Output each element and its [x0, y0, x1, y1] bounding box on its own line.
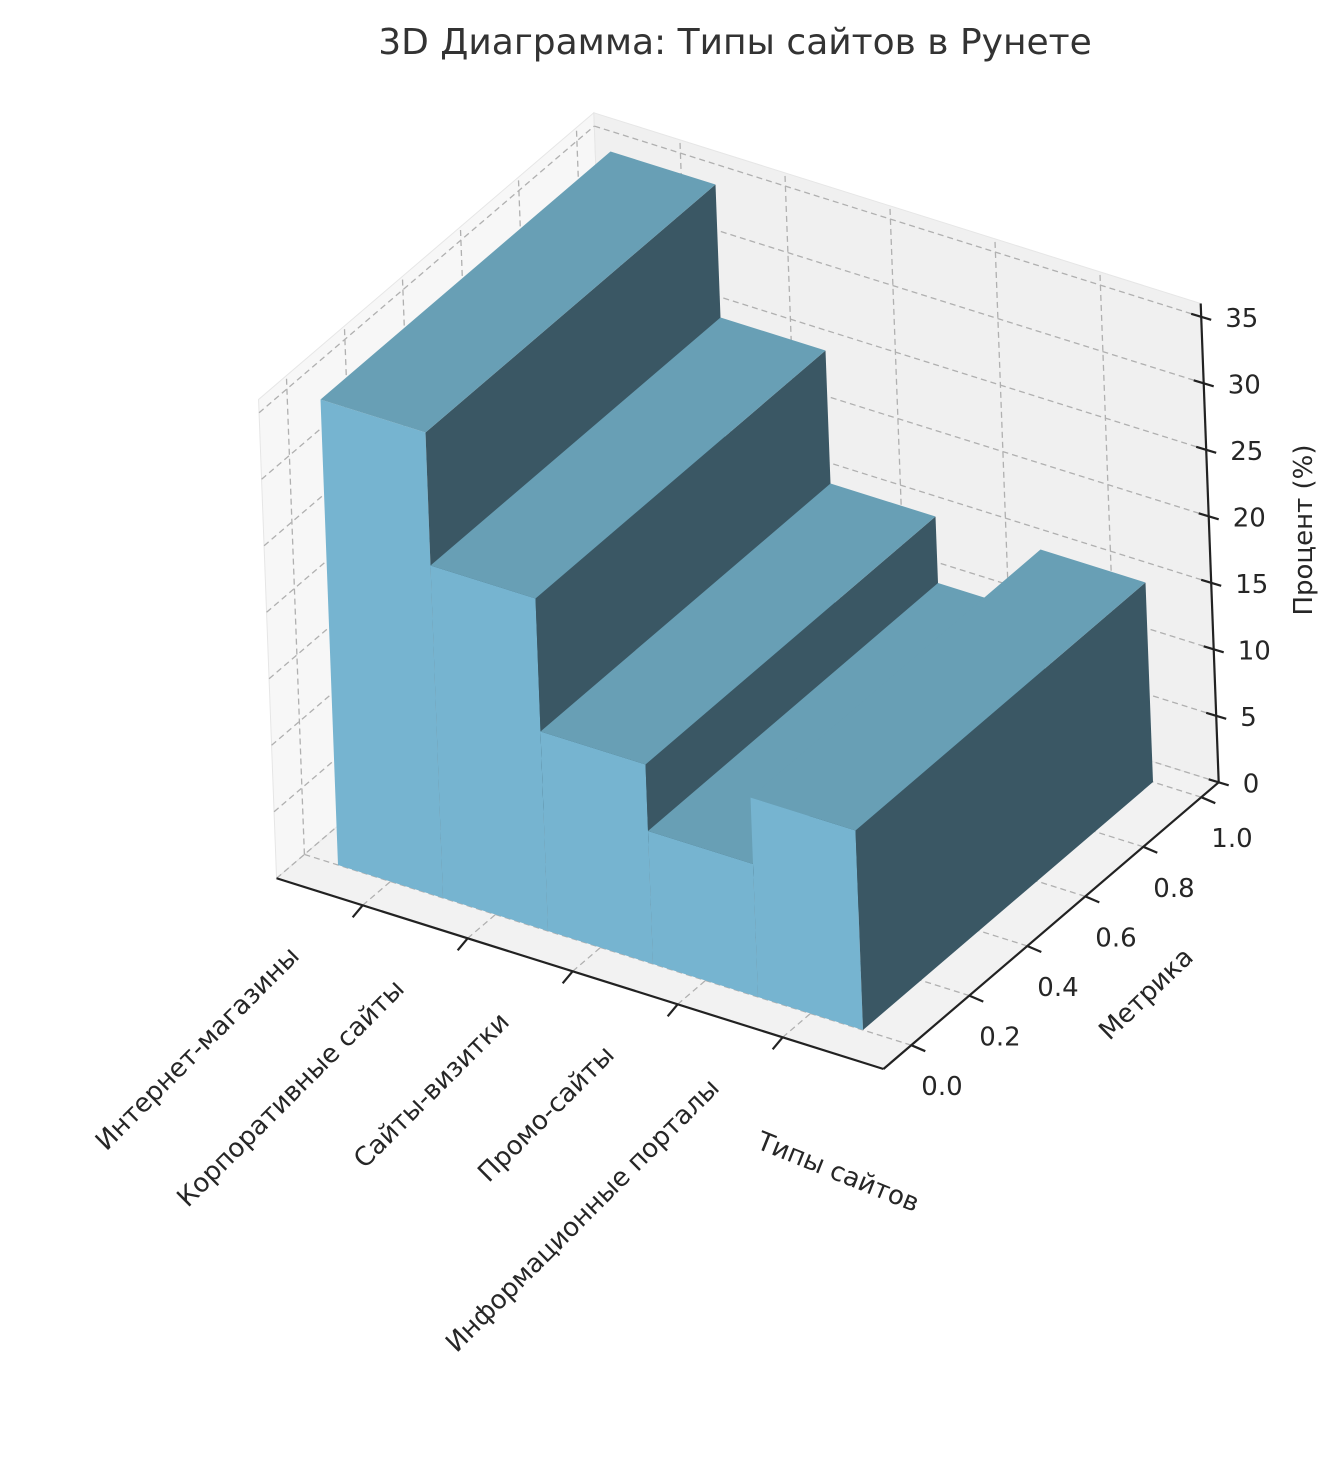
bar-front-face [750, 797, 863, 1030]
x-tick-label: Промо-сайты [472, 1040, 620, 1188]
y-gridline [304, 853, 912, 1046]
y-tick-label: 0.8 [1153, 874, 1194, 904]
y-tick [1084, 895, 1100, 904]
z-tick [1205, 711, 1227, 720]
z-gridline [604, 391, 1212, 584]
bar-front-face [320, 399, 443, 898]
z-tick-label: 15 [1235, 570, 1268, 600]
bar-top-face [750, 549, 1146, 831]
z-gridline [599, 258, 1207, 451]
z-tick [1195, 445, 1217, 454]
x-tick [351, 904, 364, 919]
y-tick [1026, 944, 1042, 953]
y-tick [1200, 796, 1216, 805]
bar-front-face [430, 565, 548, 931]
bar-top-face [320, 151, 716, 433]
y-tick [1142, 845, 1158, 854]
x-tick-label: Информационные порталы [440, 1073, 725, 1358]
x-tick [456, 937, 469, 952]
z-tick-label: 30 [1228, 370, 1261, 400]
y-tick-label: 0.4 [1037, 973, 1078, 1003]
y-tick [968, 994, 984, 1003]
z-tick-label: 5 [1240, 703, 1257, 733]
bar-side-face [855, 582, 1153, 1030]
bar-front-face [540, 731, 653, 964]
y-tick-label: 0.0 [921, 1072, 962, 1102]
z-tick [1193, 379, 1215, 388]
x-tick [771, 1036, 784, 1051]
x-tick [561, 970, 574, 985]
z-tick-label: 0 [1243, 769, 1260, 799]
z-tick [1203, 645, 1225, 654]
z-tick-label: 25 [1230, 437, 1263, 467]
z-tick [1190, 312, 1212, 321]
z-gridline [601, 324, 1209, 517]
y-axis-line [882, 781, 1220, 1070]
z-tick-label: 20 [1233, 503, 1266, 533]
z-tick-label: 10 [1238, 636, 1271, 666]
z-tick [1198, 512, 1220, 521]
y-tick [910, 1044, 926, 1053]
bar-front-face [648, 831, 758, 997]
y-tick-label: 0.2 [979, 1023, 1020, 1053]
z-axis-label: Процент (%) [1289, 444, 1318, 615]
x-tick-label: Корпоративные сайты [171, 974, 410, 1213]
chart-title: 3D Диаграмма: Типы сайтов в Рунете [378, 22, 1092, 63]
bar-top-face [540, 483, 936, 765]
z-gridline [596, 191, 1204, 384]
z-tick-label: 35 [1225, 304, 1258, 334]
z-tick [1208, 778, 1230, 787]
z-gridline [594, 125, 1202, 318]
x-tick [666, 1003, 679, 1018]
y-axis-label: Метрика [1093, 942, 1199, 1046]
z-tick [1200, 578, 1222, 587]
y-tick-label: 1.0 [1211, 824, 1252, 854]
bar-top-face [430, 317, 826, 599]
x-axis-label: Типы сайтов [752, 1126, 924, 1219]
z-gridline [258, 125, 595, 414]
y-tick-label: 0.6 [1095, 923, 1136, 953]
